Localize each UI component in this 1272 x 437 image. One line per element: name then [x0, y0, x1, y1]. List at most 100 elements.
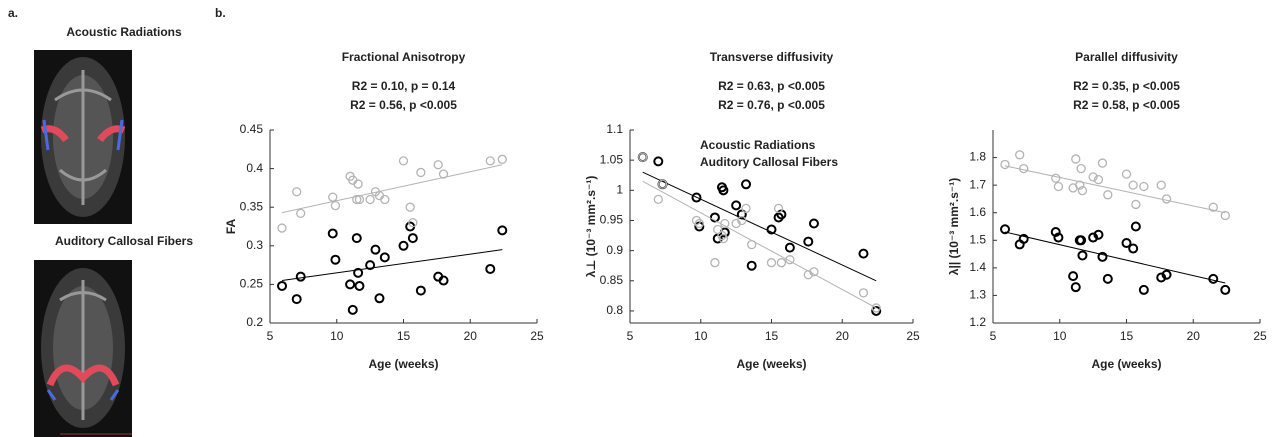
brain-image [34, 50, 132, 224]
y-tick-label: 1.2 [969, 315, 986, 329]
y-tick-label: 0.95 [600, 213, 624, 227]
data-point [485, 156, 495, 166]
y-axis-label: λ|| (10⁻³ mm².s⁻¹) [947, 178, 961, 275]
data-point [1220, 210, 1230, 221]
x-tick-label: 10 [330, 329, 344, 343]
data-point [1018, 233, 1029, 244]
data-point [1050, 227, 1061, 238]
image-title: Auditory Callosal Fibers [55, 234, 193, 248]
data-point [1076, 163, 1086, 174]
x-tick-label: 25 [1253, 329, 1267, 343]
data-point [1208, 273, 1219, 284]
data-point [694, 221, 705, 232]
y-axis-label: FA [224, 219, 238, 235]
data-point [1075, 180, 1085, 190]
x-tick-label: 10 [1053, 329, 1067, 343]
data-point [327, 228, 338, 239]
data-point [485, 263, 496, 274]
data-point [374, 293, 385, 304]
data-point [1220, 284, 1231, 295]
data-point [365, 194, 375, 205]
legend-entry: Auditory Callosal Fibers [700, 155, 838, 169]
x-axis-label: Age (weeks) [368, 357, 438, 371]
y-tick-label: 1.4 [969, 260, 986, 274]
data-point [710, 258, 720, 268]
fit-line [281, 164, 503, 214]
y-tick-label: 1.1 [606, 122, 623, 136]
data-point [1103, 190, 1113, 200]
data-point [407, 233, 418, 244]
data-point [296, 208, 306, 219]
x-axis-label: Age (weeks) [736, 357, 806, 371]
data-point [1161, 269, 1172, 280]
y-tick-label: 0.45 [240, 122, 264, 136]
y-tick-label: 1 [616, 182, 623, 196]
data-point [292, 187, 302, 197]
y-tick-label: 1.05 [600, 152, 624, 166]
y-tick-label: 0.8 [606, 303, 623, 317]
image-title: Acoustic Radiations [66, 25, 182, 39]
data-point [1130, 221, 1141, 232]
data-point [773, 203, 784, 214]
data-point [731, 200, 742, 211]
data-point [365, 260, 376, 271]
data-point [657, 179, 668, 189]
data-point [330, 254, 341, 265]
data-point [1070, 282, 1081, 293]
x-tick-label: 15 [397, 329, 411, 343]
data-point [330, 201, 341, 211]
y-tick-label: 0.2 [246, 315, 263, 329]
data-point [1051, 173, 1061, 183]
data-point [1000, 224, 1011, 235]
data-point [871, 305, 882, 316]
chart-title: Fractional Anisotropy [342, 50, 466, 64]
data-point [1128, 180, 1138, 190]
data-point [638, 152, 648, 162]
y-axis-label: λ⊥ (10⁻³ mm².s⁻¹) [584, 176, 598, 278]
data-point [731, 218, 741, 229]
panel-label: a. [8, 6, 18, 20]
data-point [345, 279, 356, 290]
data-point [858, 288, 869, 298]
data-point [741, 179, 752, 190]
x-tick-label: 20 [464, 329, 478, 343]
data-point [1093, 174, 1104, 185]
data-point [718, 185, 729, 196]
data-point [653, 194, 663, 205]
x-tick-label: 25 [906, 329, 920, 343]
data-point [1121, 238, 1132, 249]
data-point [803, 236, 814, 247]
annotation: R2 = 0.76, p <0.005 [718, 98, 825, 112]
data-point [347, 304, 358, 315]
legend-entry: Acoustic Radiations [700, 138, 816, 152]
data-point [1121, 169, 1132, 179]
data-point [295, 271, 306, 282]
fit-line [1004, 231, 1226, 284]
data-point [1088, 232, 1099, 243]
fit-line [642, 180, 877, 309]
data-point [1015, 150, 1025, 160]
data-point [398, 240, 409, 251]
data-point [718, 233, 729, 244]
data-point [379, 252, 390, 263]
data-point [398, 156, 409, 166]
data-point [351, 233, 362, 244]
chart-title: Parallel diffusivity [1075, 50, 1178, 64]
data-point [776, 258, 787, 268]
data-point [741, 203, 751, 214]
data-point [1156, 272, 1167, 283]
annotation: R2 = 0.10, p = 0.14 [352, 79, 456, 93]
y-tick-label: 1.5 [969, 232, 986, 246]
data-point [1088, 172, 1098, 182]
data-point [776, 209, 787, 220]
chart-title: Transverse diffusivity [710, 50, 834, 64]
fit-line [1004, 165, 1226, 214]
data-point [353, 179, 363, 189]
data-point [1138, 284, 1149, 295]
data-point [1076, 235, 1087, 246]
annotation: R2 = 0.58, p <0.005 [1073, 98, 1180, 112]
data-point [808, 218, 819, 229]
data-point [1161, 194, 1172, 204]
